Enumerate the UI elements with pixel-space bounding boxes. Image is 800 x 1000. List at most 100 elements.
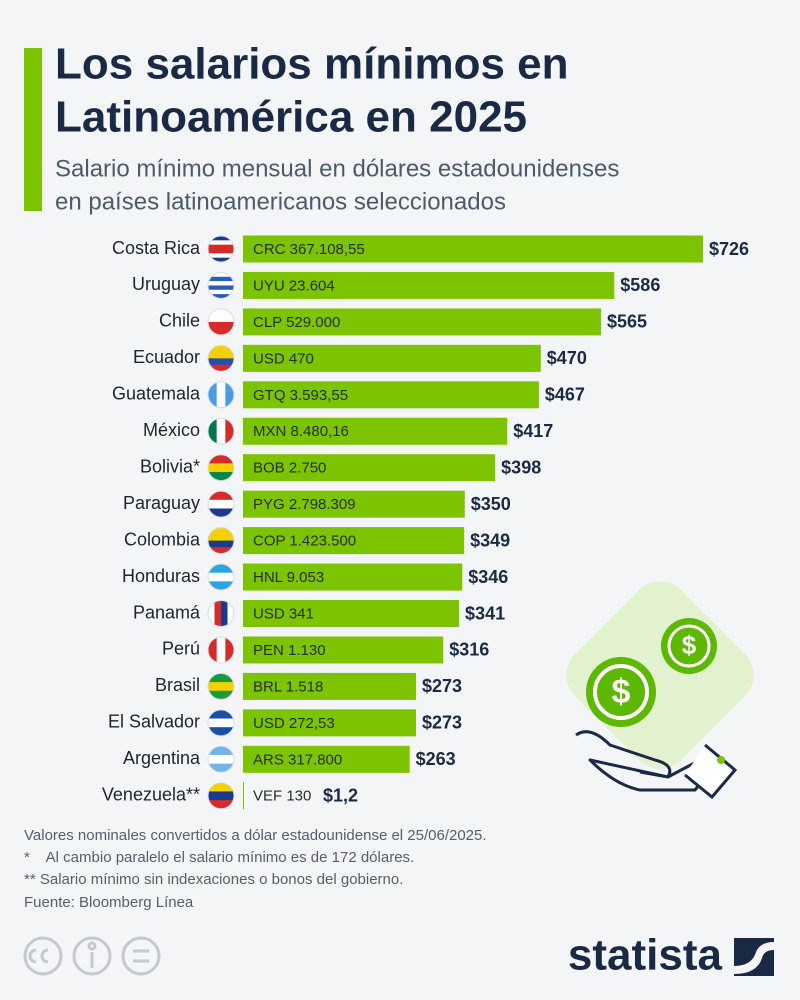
- category-label: Colombia: [124, 529, 201, 549]
- bar: [243, 563, 463, 591]
- flag-stripe: [208, 358, 234, 366]
- category-label: El Salvador: [108, 712, 200, 732]
- flag-rim: [207, 672, 235, 700]
- title-line: Los salarios mínimos en: [55, 40, 569, 89]
- flag: [208, 272, 234, 299]
- flag-rim: [207, 600, 235, 627]
- svg-text:$: $: [682, 630, 697, 660]
- flag: [208, 782, 234, 809]
- flag-stripe: [208, 272, 234, 278]
- flag-stripe: [221, 600, 228, 627]
- bar: [243, 672, 416, 700]
- value-label: $565: [607, 312, 647, 332]
- local-currency-label: USD 341: [253, 605, 314, 622]
- flag-stripe: [208, 381, 218, 408]
- subtitle-line: Salario mínimo mensual en dólares estado…: [55, 155, 619, 182]
- flag-stripe: [208, 257, 234, 262]
- category-label: Argentina: [123, 748, 201, 768]
- bar: [243, 709, 416, 737]
- flag: [208, 527, 234, 554]
- illustration: $ $: [566, 581, 754, 800]
- flag: [208, 709, 234, 736]
- brand: statista: [568, 931, 723, 980]
- bar: [243, 782, 244, 810]
- flag-rim: [207, 381, 235, 409]
- flag-stripe: [208, 673, 234, 683]
- value-label: $346: [468, 567, 508, 587]
- flag: [208, 454, 234, 481]
- flag: [208, 381, 234, 408]
- local-currency-label: ARS 317.800: [253, 751, 342, 768]
- flag-stripe: [208, 289, 234, 295]
- flag-stripe: [208, 746, 234, 756]
- flag: [208, 491, 234, 518]
- flag-stripe: [208, 682, 234, 692]
- flag-stripe: [208, 454, 234, 464]
- local-currency-label: PEN 1.130: [253, 642, 326, 659]
- value-label: $273: [422, 676, 462, 696]
- source: Fuente: Bloomberg Línea: [24, 894, 194, 911]
- flag-stripe: [208, 800, 234, 809]
- flag-stripe: [208, 527, 234, 535]
- bar: [243, 490, 465, 518]
- flag-stripe: [208, 276, 234, 282]
- value-label: $1,2: [323, 786, 358, 806]
- flag-rim: [207, 344, 235, 372]
- value-label: $349: [470, 530, 510, 550]
- flag-stripe: [214, 600, 222, 627]
- local-currency-label: PYG 2.798.309: [253, 496, 356, 513]
- bar: [243, 235, 703, 263]
- flag-stripe: [208, 600, 215, 627]
- flag-stripe: [208, 581, 234, 591]
- flag-stripe: [208, 249, 234, 254]
- bar: [243, 527, 465, 555]
- flag: [208, 746, 234, 773]
- value-label: $726: [709, 239, 749, 259]
- flag: [208, 308, 234, 335]
- flag-stripe: [208, 718, 234, 728]
- flag-stripe: [216, 418, 226, 445]
- note: * Al cambio paralelo el salario mínimo e…: [24, 849, 414, 866]
- flag-stripe: [208, 321, 234, 335]
- bar: [243, 381, 539, 409]
- flag: [208, 345, 234, 372]
- flag-stripe: [208, 285, 234, 291]
- svg-text:$: $: [612, 673, 631, 711]
- flag-rim: [207, 636, 235, 664]
- flag-stripe: [208, 499, 234, 509]
- category-label: Brasil: [155, 675, 200, 695]
- local-currency-label: GTQ 3.593,55: [253, 387, 348, 404]
- flag-stripe: [208, 253, 234, 259]
- flag-stripe: [225, 636, 234, 663]
- local-currency-label: USD 272,53: [253, 715, 335, 732]
- bar: [243, 636, 444, 664]
- bar: [243, 308, 601, 336]
- local-currency-label: USD 470: [253, 350, 314, 367]
- flag-rim: [207, 454, 235, 482]
- flag: [208, 600, 234, 627]
- flag-stripe: [208, 281, 234, 286]
- brand-logo: [734, 938, 774, 976]
- value-label: $273: [422, 713, 462, 733]
- flag-stripe: [208, 463, 234, 473]
- flag: [208, 673, 234, 700]
- bar: [243, 454, 496, 482]
- flag-rim: [207, 527, 235, 555]
- local-currency-label: CLP 529.000: [253, 314, 340, 331]
- value-label: $470: [547, 348, 587, 368]
- flag-stripe: [208, 782, 234, 792]
- flag: [208, 418, 234, 445]
- flag-stripe: [225, 418, 234, 445]
- category-label: Ecuador: [133, 347, 200, 367]
- flag-stripe: [208, 364, 234, 372]
- flag-stripe: [208, 418, 218, 445]
- value-label: $341: [465, 603, 505, 623]
- category-label: Perú: [162, 639, 200, 659]
- value-label: $350: [471, 494, 511, 514]
- bar: [243, 417, 508, 445]
- bar: [243, 271, 615, 299]
- note: ** Salario mínimo sin indexaciones o bon…: [24, 871, 403, 888]
- local-currency-label: BRL 1.518: [253, 678, 323, 695]
